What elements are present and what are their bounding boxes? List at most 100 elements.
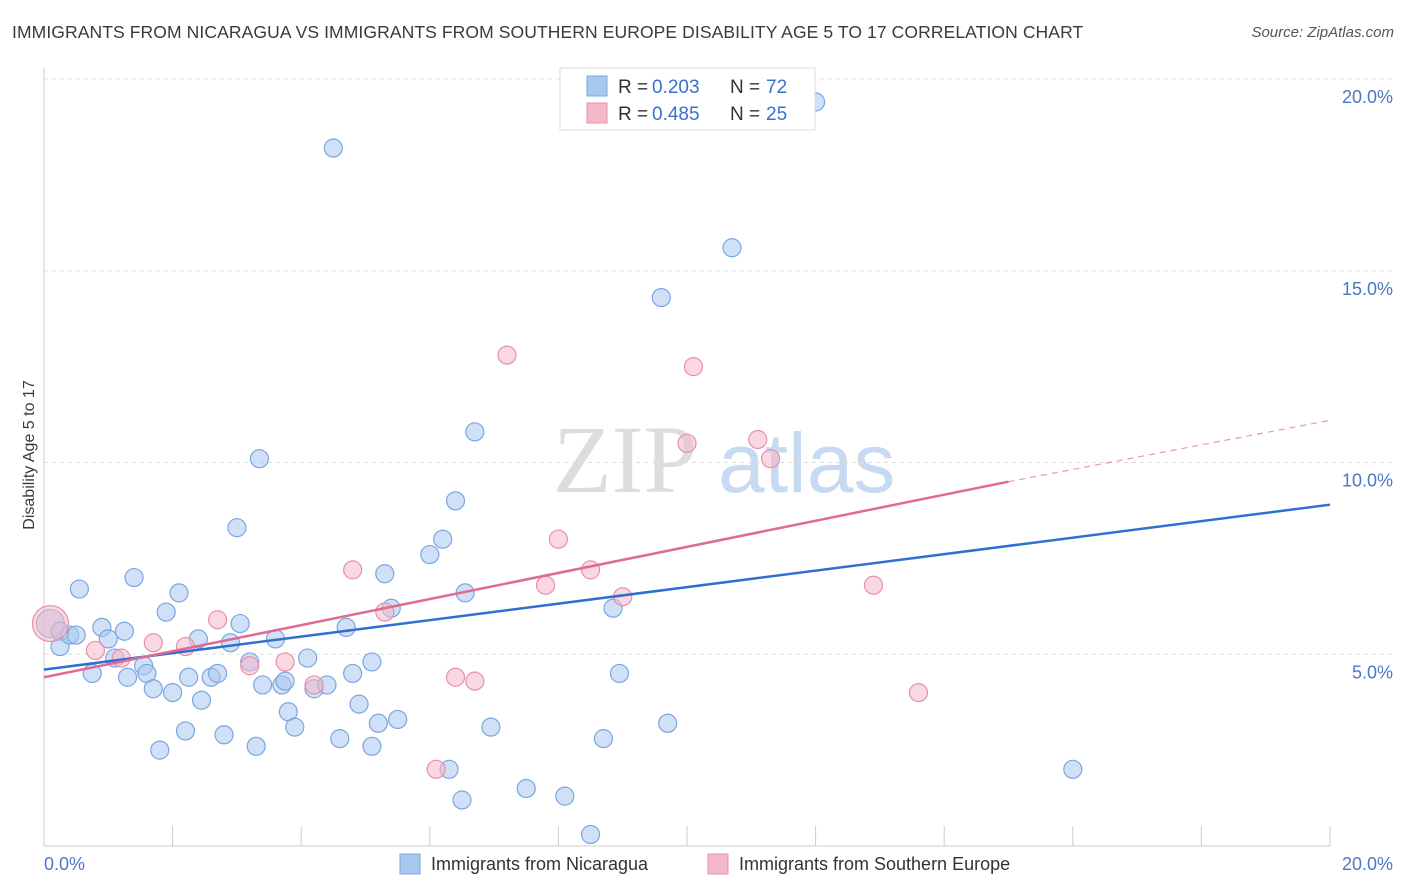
watermark: ZIP atlas [553, 406, 895, 513]
legend-r-label: R = [618, 104, 648, 125]
trend-line-southern-europe-extension [1008, 419, 1331, 483]
point-southern-europe [208, 610, 228, 630]
y-tick-label: 20.0% [1342, 87, 1393, 107]
y-axis-title: Disability Age 5 to 17 [21, 380, 38, 530]
axes [43, 68, 1331, 847]
point-southern-europe [31, 604, 70, 643]
point-nicaragua [179, 667, 199, 687]
y-tick-label: 15.0% [1342, 279, 1393, 299]
point-nicaragua [124, 567, 144, 588]
point-southern-europe [497, 345, 517, 365]
point-southern-europe [535, 575, 556, 595]
point-nicaragua [362, 736, 382, 756]
series-legend-label-nicaragua: Immigrants from Nicaragua [431, 854, 649, 874]
series-legend: Immigrants from Nicaragua Immigrants fro… [399, 853, 1010, 875]
point-southern-europe [445, 667, 466, 687]
point-nicaragua [163, 682, 183, 703]
point-nicaragua [227, 518, 247, 538]
chart-title: IMMIGRANTS FROM NICARAGUA VS IMMIGRANTS … [12, 22, 1084, 42]
point-nicaragua [246, 736, 266, 756]
point-nicaragua [253, 675, 273, 695]
legend-n-value: 72 [766, 77, 787, 98]
point-nicaragua [343, 663, 363, 684]
point-nicaragua [298, 648, 318, 668]
grid-lines [44, 78, 1392, 655]
point-nicaragua [445, 491, 466, 511]
point-southern-europe [85, 640, 106, 661]
point-nicaragua [230, 613, 250, 634]
point-southern-europe [426, 759, 446, 779]
point-southern-europe [143, 633, 163, 653]
legend-r-value: 0.203 [652, 77, 700, 98]
point-southern-europe [343, 560, 363, 580]
point-nicaragua [114, 621, 134, 641]
point-nicaragua [208, 663, 228, 684]
y-tick-label: 5.0% [1352, 662, 1393, 682]
series-legend-swatch-southern-europe [707, 853, 729, 875]
point-southern-europe [465, 671, 485, 691]
point-nicaragua [191, 690, 212, 710]
legend-swatch-nicaragua [586, 75, 608, 97]
point-nicaragua [722, 238, 742, 258]
point-nicaragua [349, 694, 369, 714]
point-southern-europe [748, 429, 768, 450]
point-nicaragua [66, 625, 86, 645]
point-nicaragua [593, 729, 614, 749]
watermark-zip: ZIP [553, 406, 697, 513]
point-nicaragua [249, 449, 270, 469]
series-legend-swatch-nicaragua [399, 853, 421, 875]
point-nicaragua [481, 717, 501, 737]
point-nicaragua [323, 138, 343, 158]
point-nicaragua [516, 778, 536, 799]
point-nicaragua [156, 602, 176, 622]
legend-n-label: N = [730, 77, 760, 98]
trend-line-southern-europe [43, 480, 1009, 679]
legend-n-label: N = [730, 104, 760, 125]
point-southern-europe [677, 433, 697, 453]
point-nicaragua [143, 679, 163, 699]
y-tick-label: 10.0% [1342, 471, 1393, 491]
point-nicaragua [452, 790, 472, 810]
y-tick-labels: 5.0% 10.0% 15.0% 20.0% [1342, 87, 1393, 682]
point-nicaragua [330, 729, 350, 749]
point-southern-europe [580, 560, 601, 580]
point-southern-europe [304, 675, 324, 695]
trend-line-nicaragua [43, 503, 1331, 671]
point-nicaragua [658, 713, 678, 733]
point-southern-europe [275, 652, 295, 672]
source-label: Source: ZipAtlas.com [1251, 24, 1394, 41]
legend-n-value: 25 [766, 104, 787, 125]
point-nicaragua [465, 422, 485, 442]
point-southern-europe [760, 449, 781, 469]
legend-r-value: 0.485 [652, 104, 700, 125]
point-nicaragua [117, 667, 138, 687]
correlation-legend: R = 0.203 N = 72 R = 0.485 N = 25 [559, 67, 816, 131]
point-southern-europe [908, 682, 929, 703]
x-tick-label-max: 20.0% [1342, 854, 1393, 874]
point-nicaragua [69, 579, 89, 599]
point-nicaragua [433, 529, 453, 549]
point-nicaragua [555, 786, 575, 806]
point-southern-europe [240, 656, 260, 676]
series-legend-label-southern-europe: Immigrants from Southern Europe [739, 854, 1010, 874]
point-nicaragua [362, 652, 382, 672]
point-nicaragua [275, 671, 295, 691]
point-nicaragua [285, 717, 305, 737]
point-nicaragua [98, 629, 118, 649]
point-southern-europe [863, 575, 884, 595]
trend-lines [43, 419, 1331, 679]
point-nicaragua [1063, 759, 1083, 779]
point-nicaragua [609, 663, 630, 684]
point-nicaragua [336, 617, 356, 638]
point-nicaragua [580, 824, 601, 845]
point-nicaragua [220, 633, 241, 653]
data-points [31, 92, 1083, 845]
legend-swatch-southern-europe [586, 102, 608, 124]
point-nicaragua [420, 544, 440, 565]
point-nicaragua [214, 725, 234, 745]
point-nicaragua [388, 709, 408, 730]
point-nicaragua [175, 721, 196, 741]
x-tick-label-min: 0.0% [44, 854, 85, 874]
point-nicaragua [169, 583, 189, 603]
